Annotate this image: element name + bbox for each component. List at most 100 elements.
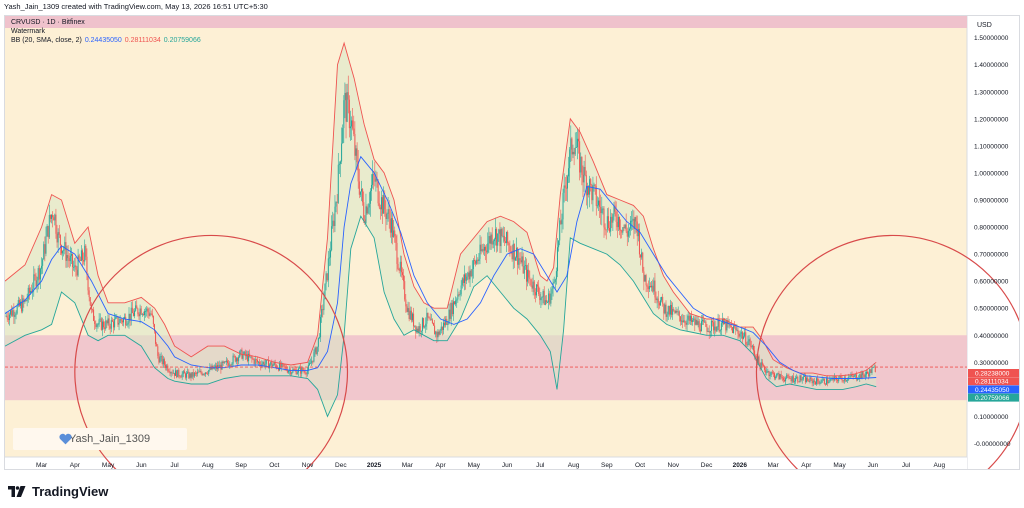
bb-lower-line — [5, 215, 877, 418]
candle-body — [435, 331, 437, 335]
candle-body — [696, 319, 698, 325]
candle-body — [665, 304, 667, 317]
candle-body — [294, 369, 296, 371]
x-tick-label: Nov — [668, 462, 680, 469]
candle-body — [200, 370, 202, 373]
candle-body — [531, 285, 533, 289]
candle-body — [716, 326, 718, 332]
candle-body — [538, 286, 540, 295]
candle-body — [541, 297, 543, 298]
candle-body — [98, 319, 100, 325]
x-tick-label: Apr — [70, 462, 81, 469]
candle-body — [754, 350, 756, 356]
candle-body — [615, 211, 617, 222]
candle-body — [67, 255, 69, 259]
candle-body — [651, 285, 653, 288]
candle-body — [685, 323, 687, 325]
candle-body — [29, 291, 31, 293]
candle-body — [159, 357, 161, 363]
candle-body — [661, 296, 663, 301]
annotation-circle[interactable] — [74, 234, 349, 470]
x-tick-label: Jun — [502, 462, 513, 469]
candle-body — [496, 228, 498, 246]
candle-body — [387, 209, 389, 214]
candle-body — [361, 188, 363, 192]
candle-body — [583, 166, 585, 183]
annotation-circle[interactable] — [755, 234, 1020, 470]
x-tick-label: Mar — [36, 462, 48, 469]
candle-body — [77, 255, 79, 276]
x-tick-label: Jun — [868, 462, 879, 469]
candle-body — [521, 256, 523, 263]
candle-body — [516, 247, 518, 258]
candle-body — [440, 326, 442, 331]
candle-body — [750, 346, 752, 347]
chart-frame[interactable]: 1.50000000 1.40000000 1.30000000 1.20000000… — [4, 15, 1020, 470]
candle-body — [253, 359, 255, 364]
candle-body — [518, 258, 520, 265]
candle-body — [368, 203, 370, 208]
candle-body — [792, 376, 794, 383]
candle-body — [198, 371, 200, 373]
candle-body — [588, 186, 590, 195]
candle-body — [553, 281, 555, 283]
candle-body — [710, 320, 712, 331]
candle-body — [451, 302, 453, 315]
candle-body — [341, 143, 343, 162]
candle-body — [85, 245, 87, 257]
candle-body — [530, 279, 532, 286]
candle-body — [738, 333, 740, 337]
candle-body — [537, 284, 539, 287]
candle-body — [457, 294, 459, 300]
candle-body — [142, 314, 144, 316]
tradingview-logo[interactable]: TradingView — [8, 484, 108, 499]
candle-body — [109, 326, 111, 329]
candle-body — [604, 227, 606, 230]
candle-body — [813, 380, 815, 382]
x-tick-label: May — [102, 462, 115, 469]
candle-body — [791, 376, 793, 382]
candle-body — [304, 371, 306, 374]
candle-body — [767, 371, 769, 372]
candle-body — [134, 310, 136, 317]
candle-body — [31, 291, 33, 293]
candle-body — [193, 372, 195, 377]
candle-body — [293, 369, 295, 370]
candle-body — [296, 372, 298, 375]
candle-body — [426, 312, 428, 324]
candle-body — [156, 343, 158, 347]
candle-body — [384, 195, 386, 210]
candle-body — [140, 308, 142, 315]
candle-body — [799, 375, 801, 382]
candle-body — [181, 373, 183, 378]
candle-body — [173, 372, 175, 376]
candle-body — [664, 304, 666, 314]
candle-body — [645, 275, 647, 286]
candle-body — [321, 309, 323, 317]
candle-body — [255, 359, 257, 361]
price-chart[interactable]: 1.50000000 1.40000000 1.30000000 1.20000000… — [5, 16, 1020, 470]
candle-body — [745, 332, 747, 345]
candle-body — [783, 380, 785, 382]
currency-label[interactable]: USD — [977, 22, 992, 29]
candle-body — [302, 367, 304, 371]
candle-body — [698, 321, 700, 330]
candle-body — [420, 330, 422, 332]
candle-body — [57, 232, 59, 243]
candle-body — [393, 230, 395, 237]
candle-body — [35, 275, 37, 287]
candle-body — [802, 376, 804, 380]
candle-body — [207, 373, 209, 375]
candle-body — [365, 206, 367, 224]
candle-body — [72, 254, 74, 268]
candle-body — [489, 236, 491, 244]
candle-body — [96, 324, 98, 328]
candle-body — [718, 319, 720, 332]
candle-body — [367, 207, 369, 214]
candle-body — [23, 298, 25, 302]
candle-body — [596, 205, 598, 207]
candle-body — [832, 377, 834, 381]
candle-body — [617, 217, 619, 228]
candle-body — [668, 305, 670, 315]
candle-body — [746, 344, 748, 346]
